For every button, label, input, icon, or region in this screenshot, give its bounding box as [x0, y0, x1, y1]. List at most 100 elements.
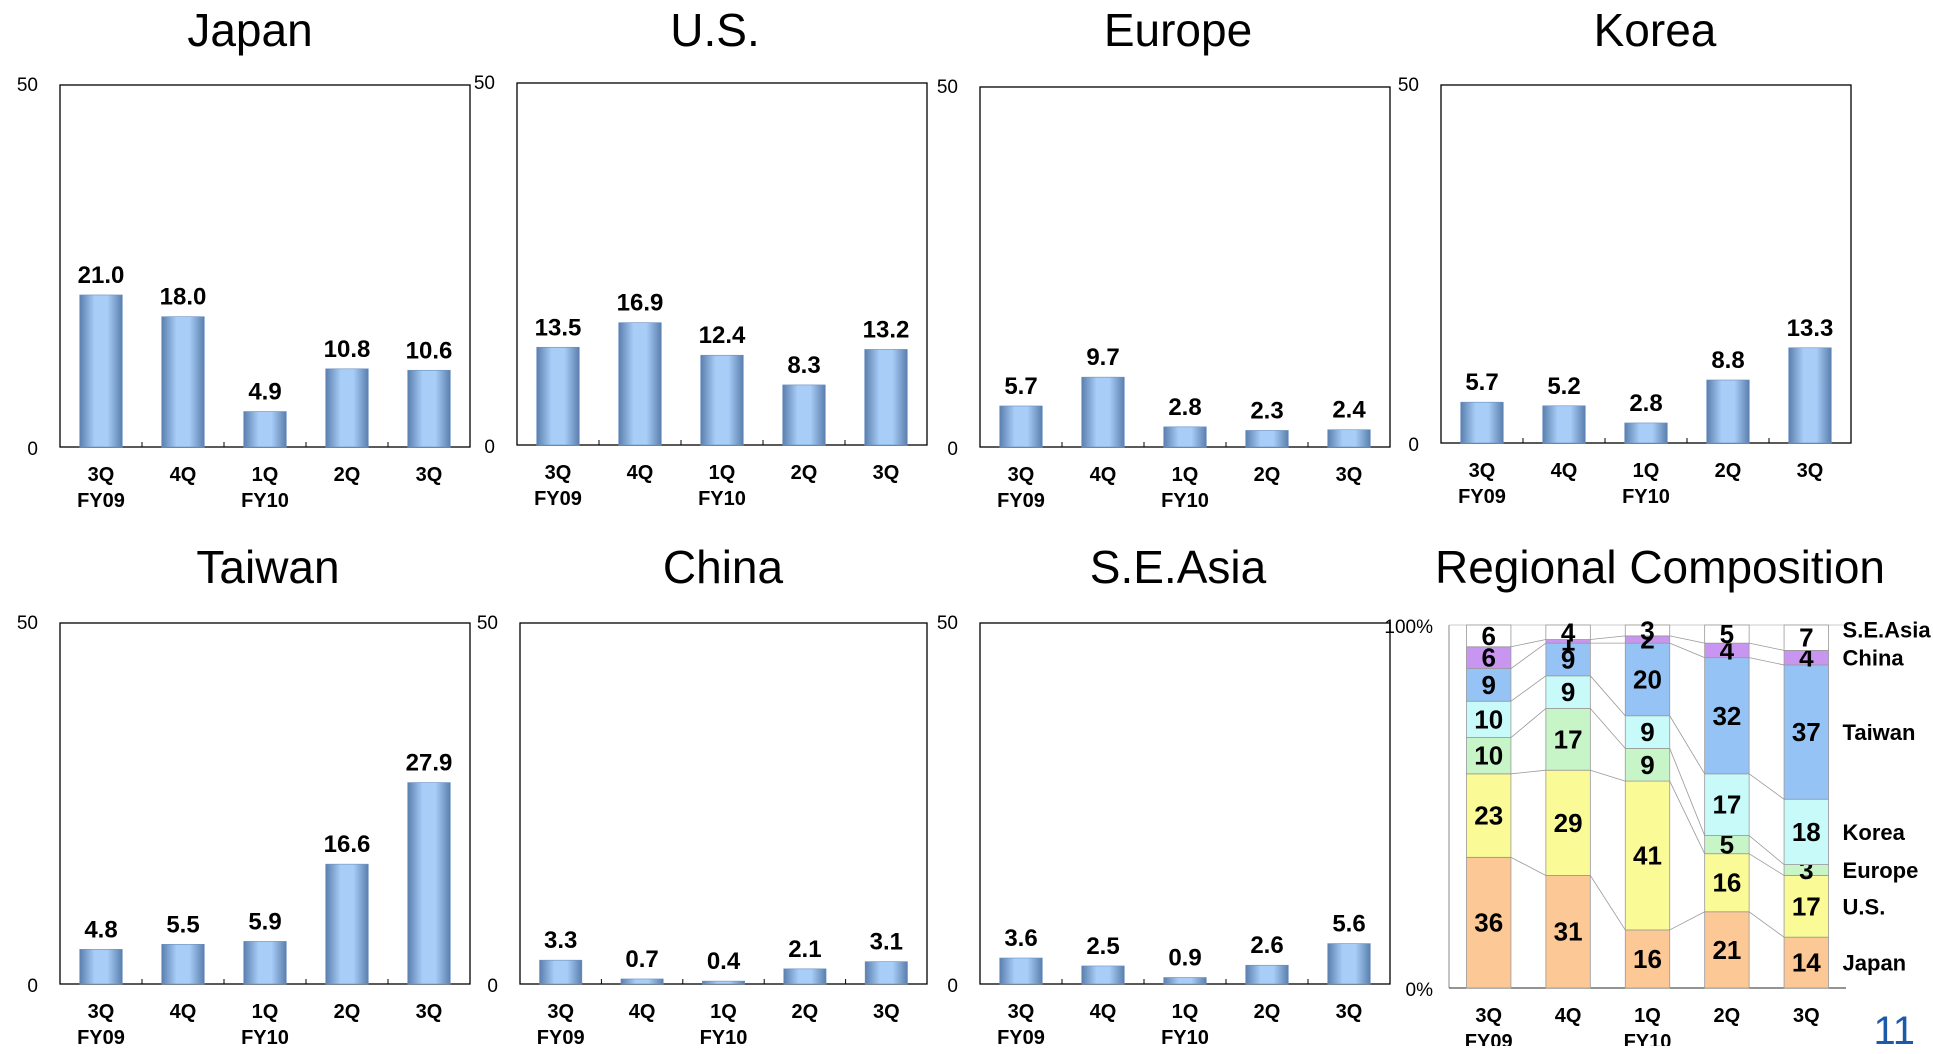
bar	[536, 346, 580, 446]
connector-line	[1669, 715, 1706, 775]
bar	[864, 961, 908, 985]
segment-value-label: 9	[1640, 717, 1654, 747]
bar	[407, 782, 451, 985]
value-label: 2.4	[1332, 397, 1366, 424]
bar	[1624, 422, 1668, 444]
fiscal-year-label: FY09	[997, 490, 1045, 512]
bar	[161, 943, 205, 985]
ytick-label: 50	[477, 613, 498, 634]
segment-value-label: 20	[1633, 664, 1662, 694]
bar	[79, 294, 123, 448]
legend-label: China	[1843, 646, 1905, 671]
value-label: 0.4	[707, 948, 741, 975]
value-label: 13.2	[863, 316, 910, 343]
ytick-label: 50	[17, 613, 38, 634]
connector-line	[1510, 675, 1547, 702]
value-label: 21.0	[78, 262, 125, 289]
legend-label: Japan	[1843, 951, 1907, 976]
ytick-label: 0	[947, 439, 958, 460]
value-label: 5.7	[1465, 369, 1498, 396]
connector-line	[1748, 773, 1785, 800]
category-label: 4Q	[1090, 1001, 1117, 1023]
ytick-label: 50	[474, 73, 495, 94]
value-label: 2.6	[1250, 932, 1283, 959]
category-label: 4Q	[170, 1001, 197, 1023]
bar	[618, 322, 662, 446]
category-label: 1Q	[252, 464, 279, 486]
segment-value-label: 21	[1712, 935, 1741, 965]
value-label: 18.0	[160, 284, 207, 311]
ytick-label: 50	[17, 75, 38, 96]
stack-segment	[1545, 708, 1591, 771]
page-number: 11	[1873, 1009, 1915, 1053]
stack-segment	[1466, 737, 1512, 775]
panel-title: S.E.Asia	[1090, 541, 1267, 593]
segment-value-label: 31	[1554, 917, 1583, 947]
segment-value-label: 16	[1633, 944, 1662, 974]
category-label: 4Q	[1555, 1005, 1582, 1027]
value-label: 8.3	[787, 352, 820, 379]
plot-frame	[979, 622, 1391, 985]
category-label: 3Q	[1008, 464, 1035, 486]
value-label: 3.1	[870, 929, 903, 956]
legend-label: Korea	[1843, 820, 1906, 845]
connector-line	[1510, 639, 1546, 648]
category-label: 3Q	[1797, 460, 1824, 482]
value-label: 27.9	[406, 750, 453, 777]
connector-line	[1669, 780, 1706, 854]
segment-value-label: 5	[1720, 619, 1734, 649]
bar	[700, 354, 744, 446]
value-label: 5.2	[1547, 373, 1580, 400]
chart-panel-7: Regional Composition100%0%362310109663QF…	[1384, 541, 1931, 1046]
legend-label: Taiwan	[1843, 720, 1916, 745]
category-label: 3Q	[416, 464, 443, 486]
connector-line	[1590, 708, 1626, 749]
connector-line	[1590, 769, 1626, 782]
value-label: 10.6	[406, 337, 453, 364]
fiscal-year-label: FY09	[77, 490, 125, 512]
chart-panel-1: U.S. 0 50 13.5 3Q FY09 16.9 4Q 12.4 1Q FY10 8.3 2Q 13…	[474, 4, 928, 510]
fiscal-year-label: FY09	[77, 1027, 125, 1046]
segment-value-label: 9	[1640, 750, 1654, 780]
category-label: 3Q	[1336, 1001, 1363, 1023]
category-label: 2Q	[792, 1001, 819, 1023]
bar	[1163, 977, 1207, 985]
connector-line	[1749, 642, 1785, 651]
panel-title: Europe	[1104, 4, 1252, 56]
bar	[325, 863, 369, 985]
fiscal-year-label: FY09	[537, 1027, 585, 1046]
value-label: 4.8	[84, 916, 117, 943]
category-label: 3Q	[547, 1001, 574, 1023]
bar	[1542, 405, 1586, 444]
stack-segment	[1545, 875, 1591, 989]
value-label: 13.3	[1787, 315, 1834, 342]
value-label: 10.8	[324, 336, 371, 363]
stack-segment	[1545, 624, 1591, 640]
ytick-label: 0	[484, 437, 495, 458]
segment-value-label: 36	[1474, 908, 1503, 938]
value-label: 2.3	[1250, 397, 1283, 424]
connector-line	[1669, 748, 1706, 836]
bar	[1706, 379, 1750, 444]
segment-value-label: 7	[1799, 623, 1813, 653]
connector-line	[1669, 911, 1705, 931]
bar	[782, 384, 826, 446]
panel-title: Taiwan	[196, 541, 339, 593]
segment-value-label: 10	[1474, 704, 1503, 734]
bar	[1460, 401, 1504, 444]
value-label: 2.8	[1629, 390, 1662, 417]
fiscal-year-label: FY09	[534, 488, 582, 510]
ytick-label: 50	[937, 613, 958, 634]
connector-line	[1589, 875, 1626, 931]
chart-panel-2: Europe 0 50 5.7 3Q FY09 9.7 4Q 2.8 1Q FY10 2.3 2Q 2.4…	[937, 4, 1391, 512]
category-label: 2Q	[1254, 464, 1281, 486]
category-label: 1Q	[1634, 1005, 1661, 1027]
legend-label: U.S.	[1843, 894, 1886, 919]
category-label: 3Q	[873, 462, 900, 484]
category-label: 3Q	[1475, 1005, 1502, 1027]
category-label: 2Q	[1715, 460, 1742, 482]
segment-value-label: 10	[1474, 741, 1503, 771]
value-label: 5.7	[1004, 373, 1037, 400]
panel-title: Regional Composition	[1435, 541, 1885, 593]
fiscal-year-label: FY09	[997, 1027, 1045, 1046]
